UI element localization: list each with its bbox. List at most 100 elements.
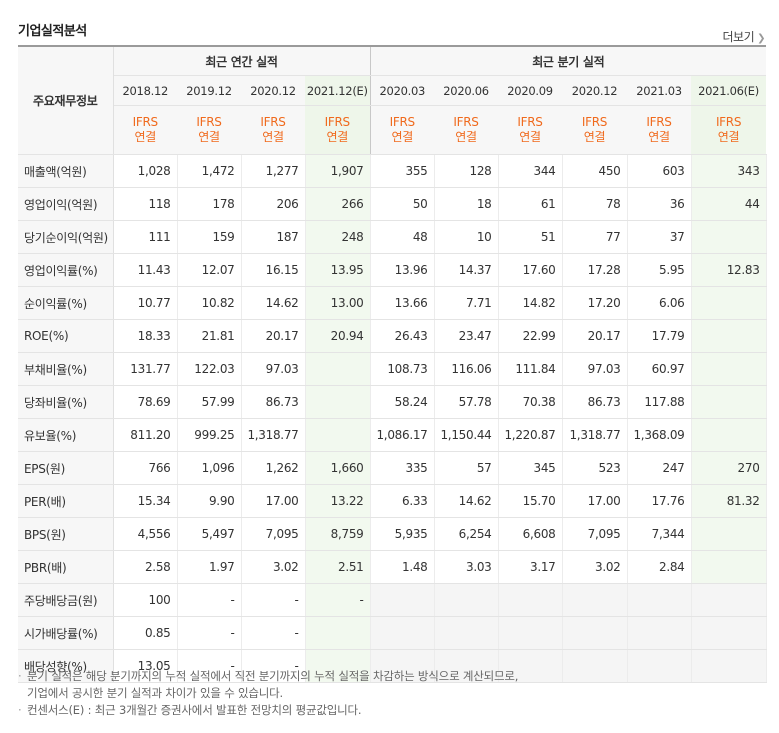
- table-cell: 122.03: [177, 352, 242, 386]
- table-cell: 270: [691, 451, 767, 485]
- table-cell: [691, 319, 767, 353]
- ifrs-label: IFRS 연결: [241, 105, 305, 155]
- table-cell: -: [177, 583, 242, 617]
- footnotes: · 분기 실적은 해당 분기까지의 누적 실적에서 직전 분기까지의 누적 실적을…: [18, 668, 518, 719]
- period-header: 2020.03: [369, 75, 435, 106]
- ifrs-label: IFRS 연결: [562, 105, 628, 155]
- table-cell: [691, 649, 767, 683]
- table-cell: 78: [562, 187, 628, 221]
- table-cell: 17.20: [562, 286, 628, 320]
- period-header: 2021.03: [627, 75, 692, 106]
- table-cell: 97.03: [241, 352, 306, 386]
- table-cell: 57.78: [434, 385, 499, 419]
- table-cell: 17.79: [627, 319, 692, 353]
- table-cell: 7.71: [434, 286, 499, 320]
- ifrs-label: IFRS 연결: [691, 105, 767, 155]
- table-cell: 811.20: [113, 418, 178, 452]
- row-label: 순이익률(%): [18, 286, 114, 320]
- table-cell: 18.33: [113, 319, 178, 353]
- table-cell: 61: [498, 187, 563, 221]
- period-header: 2019.12: [177, 75, 241, 106]
- table-cell: -: [177, 616, 242, 650]
- table-cell: 5.95: [627, 253, 692, 287]
- ifrs-top: IFRS: [196, 115, 222, 129]
- table-cell: 14.62: [241, 286, 306, 320]
- table-cell: 86.73: [241, 385, 306, 419]
- table-row: 영업이익(억원) 118 178 206 266 50 18 61 78 36 44: [18, 187, 767, 221]
- row-label: 당좌비율(%): [18, 385, 114, 419]
- table-cell: 1,318.77: [241, 418, 306, 452]
- table-cell: 16.15: [241, 253, 306, 287]
- table-cell: 26.43: [369, 319, 435, 353]
- table-cell: [691, 616, 767, 650]
- table-cell: 450: [562, 154, 628, 188]
- table-cell: [562, 649, 628, 683]
- table-cell: 36: [627, 187, 692, 221]
- table-row: ROE(%) 18.33 21.81 20.17 20.94 26.43 23.47 22.9…: [18, 319, 767, 353]
- more-link[interactable]: 더보기 ❯: [722, 28, 765, 45]
- ifrs-label: IFRS 연결: [498, 105, 563, 155]
- table-cell: [627, 649, 692, 683]
- table-cell: [434, 616, 499, 650]
- ifrs-label: IFRS 연결: [627, 105, 692, 155]
- financial-table: 주요재무정보 최근 연간 실적 최근 분기 실적 2018.12 2019.12 2020…: [18, 45, 767, 683]
- table-cell: 14.82: [498, 286, 563, 320]
- table-cell: [305, 418, 371, 452]
- table-cell: 345: [498, 451, 563, 485]
- table-cell: 118: [113, 187, 178, 221]
- table-cell: -: [241, 616, 306, 650]
- table-cell: 22.99: [498, 319, 563, 353]
- table-cell: 3.02: [241, 550, 306, 584]
- table-cell: 603: [627, 154, 692, 188]
- table-row: 배당성향(%) 13.05- -: [18, 649, 767, 683]
- table-cell: 355: [369, 154, 435, 188]
- table-cell: 97.03: [562, 352, 628, 386]
- ifrs-label: IFRS 연결: [305, 105, 371, 155]
- row-label: 주당배당금(원): [18, 583, 114, 617]
- table-cell: 23.47: [434, 319, 499, 353]
- ifrs-bottom: 연결: [648, 130, 670, 144]
- table-cell: 17.00: [562, 484, 628, 518]
- more-label[interactable]: 더보기: [722, 30, 755, 44]
- table-cell: 117.88: [627, 385, 692, 419]
- table-cell: 77: [562, 220, 628, 254]
- table-cell: 12.83: [691, 253, 767, 287]
- table-cell: 128: [434, 154, 499, 188]
- table-cell: 1,907: [305, 154, 371, 188]
- ifrs-top: IFRS: [581, 115, 608, 129]
- table-cell: 266: [305, 187, 371, 221]
- table-cell: 2.84: [627, 550, 692, 584]
- table-cell: 44: [691, 187, 767, 221]
- row-label: 시가배당률(%): [18, 616, 114, 650]
- table-cell: [434, 583, 499, 617]
- ifrs-top: IFRS: [453, 115, 479, 129]
- table-cell: 20.17: [241, 319, 306, 353]
- ifrs-label: IFRS 연결: [369, 105, 435, 155]
- table-cell: 2.58: [113, 550, 178, 584]
- table-cell: 51: [498, 220, 563, 254]
- ifrs-top: IFRS: [324, 115, 351, 129]
- table-row: 당기순이익(억원) 111 159 187 248 48 10 51 77 37: [18, 220, 767, 254]
- table-cell: 344: [498, 154, 563, 188]
- table-cell: 159: [177, 220, 242, 254]
- table-cell: 20.94: [305, 319, 371, 353]
- table-cell: 13.22: [305, 484, 371, 518]
- table-cell: 13.95: [305, 253, 371, 287]
- period-header: 2020.12: [241, 75, 305, 106]
- ifrs-bottom: 연결: [583, 130, 606, 144]
- table-cell: [305, 649, 371, 683]
- table-cell: 131.77: [113, 352, 178, 386]
- table-cell: [691, 352, 767, 386]
- table-cell: 15.70: [498, 484, 563, 518]
- row-label: ROE(%): [18, 319, 114, 353]
- bullet-icon: ·: [18, 703, 22, 717]
- table-cell: 1,150.44: [434, 418, 499, 452]
- table-cell: 1.48: [369, 550, 435, 584]
- table-cell: [691, 418, 767, 452]
- table-cell: -: [241, 649, 306, 683]
- table-cell: 1,086.17: [369, 418, 435, 452]
- table-cell: -: [241, 583, 306, 617]
- table-cell: 78.69: [113, 385, 178, 419]
- table-cell: [369, 616, 435, 650]
- table-cell: 7,095: [241, 517, 306, 551]
